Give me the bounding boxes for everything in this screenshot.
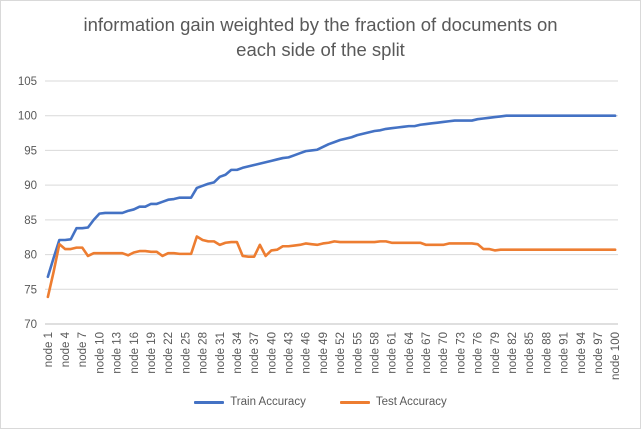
x-tick-label-node-16: node 16 bbox=[129, 332, 141, 374]
x-tick-label-node-4: node 4 bbox=[60, 331, 72, 367]
x-tick-label-node-67: node 67 bbox=[421, 332, 433, 374]
x-tick-label-node-58: node 58 bbox=[369, 332, 381, 374]
y-tick-label-95: 95 bbox=[24, 145, 37, 157]
y-tick-label-100: 100 bbox=[18, 111, 37, 123]
legend: Train Accuracy Test Accuracy bbox=[0, 396, 641, 408]
series-line-test-accuracy bbox=[46, 235, 617, 299]
x-tick-label-node-82: node 82 bbox=[507, 332, 519, 374]
x-tick-label-node-73: node 73 bbox=[455, 332, 467, 374]
x-tick-label-node-70: node 70 bbox=[438, 332, 450, 374]
y-axis: 70 75 80 85 90 95 100 105 bbox=[18, 76, 37, 331]
x-tick-label-node-94: node 94 bbox=[576, 331, 588, 373]
x-tick-label-node-52: node 52 bbox=[335, 332, 347, 374]
gridlines bbox=[45, 80, 618, 290]
chart-title-line-2: each side of the split bbox=[236, 39, 405, 60]
y-tick-label-105: 105 bbox=[18, 76, 37, 88]
x-tick-label-node-25: node 25 bbox=[180, 332, 192, 374]
x-tick-label-node-91: node 91 bbox=[559, 332, 571, 374]
x-tick-label-node-64: node 64 bbox=[404, 331, 416, 373]
legend-swatch-train bbox=[194, 400, 225, 404]
y-tick-label-90: 90 bbox=[24, 180, 37, 192]
x-tick-label-node-61: node 61 bbox=[387, 332, 399, 374]
chart-title: information gain weighted by the fractio… bbox=[0, 12, 641, 62]
x-tick-label-node-85: node 85 bbox=[524, 332, 536, 374]
x-tick-label-node-40: node 40 bbox=[266, 332, 278, 374]
x-tick-label-node-1: node 1 bbox=[43, 332, 55, 367]
x-tick-label-node-19: node 19 bbox=[146, 332, 158, 374]
x-tick-label-node-46: node 46 bbox=[301, 332, 313, 374]
x-tick-label-node-49: node 49 bbox=[318, 332, 330, 374]
x-tick-label-node-28: node 28 bbox=[198, 332, 210, 374]
y-tick-label-80: 80 bbox=[24, 250, 37, 262]
legend-item-train-accuracy: Train Accuracy bbox=[194, 396, 306, 408]
series-line-train-accuracy bbox=[46, 114, 617, 279]
x-tick-label-node-97: node 97 bbox=[593, 332, 605, 374]
y-tick-label-70: 70 bbox=[24, 319, 37, 331]
x-tick-label-node-31: node 31 bbox=[215, 332, 227, 374]
legend-swatch-test bbox=[339, 400, 370, 404]
x-tick-label-node-55: node 55 bbox=[352, 332, 364, 374]
x-tick-label-node-22: node 22 bbox=[163, 332, 175, 374]
x-axis: node 1 node 4 node 7 node 10 node 13 node 16 n… bbox=[43, 323, 622, 380]
x-tick-label-node-79: node 79 bbox=[490, 332, 502, 374]
x-tick-label-node-10: node 10 bbox=[94, 332, 106, 374]
y-tick-label-75: 75 bbox=[24, 284, 37, 296]
x-tick-label-node-7: node 7 bbox=[77, 332, 89, 367]
y-tick-label-85: 85 bbox=[24, 215, 37, 227]
x-tick-label-node-13: node 13 bbox=[112, 332, 124, 374]
legend-label-test: Test Accuracy bbox=[375, 396, 447, 408]
x-tick-label-node-43: node 43 bbox=[284, 332, 296, 374]
x-tick-label-node-76: node 76 bbox=[473, 332, 485, 374]
x-tick-label-node-37: node 37 bbox=[249, 332, 261, 374]
x-tick-label-node-34: node 34 bbox=[232, 331, 244, 373]
legend-label-train: Train Accuracy bbox=[230, 396, 306, 408]
legend-item-test-accuracy: Test Accuracy bbox=[339, 396, 447, 408]
x-tick-label-node-100: node 100 bbox=[610, 332, 622, 380]
chart-title-line-1: information gain weighted by the fractio… bbox=[83, 14, 558, 35]
x-tick-label-node-88: node 88 bbox=[541, 332, 553, 374]
series-lines bbox=[46, 114, 617, 299]
